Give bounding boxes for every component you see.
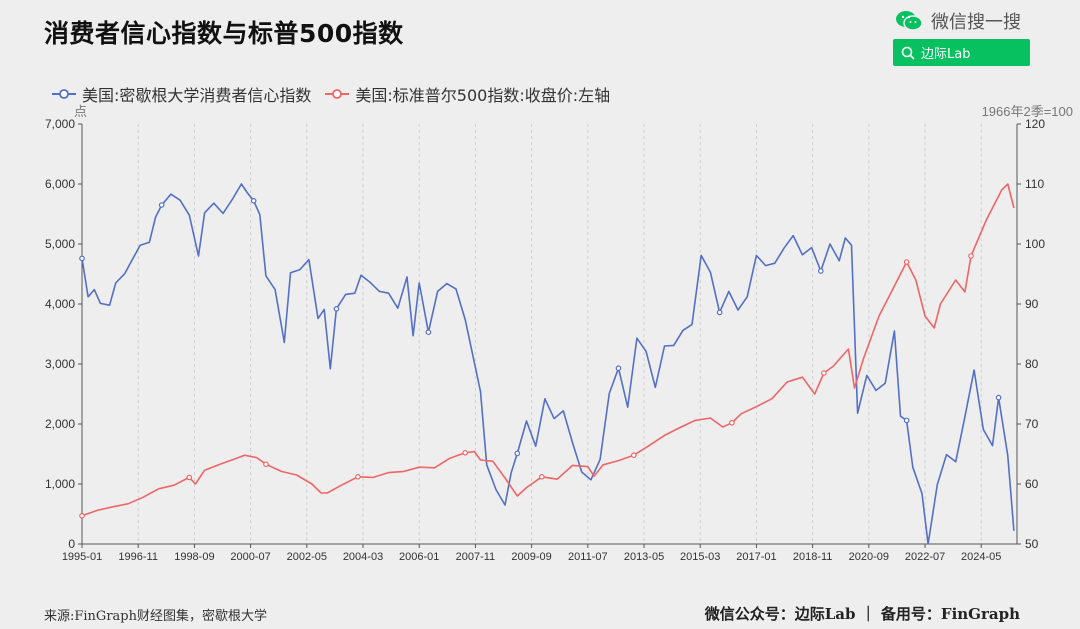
right-tick-label: 110 xyxy=(1025,177,1044,191)
search-button-label: 边际Lab xyxy=(921,47,971,62)
right-axis-unit: 1966年2季=100 xyxy=(982,104,1073,119)
wechat-search-button[interactable]: 边际Lab xyxy=(893,39,1030,66)
x-tick-label: 2000-07 xyxy=(230,551,270,563)
right-tick-label: 50 xyxy=(1025,537,1039,551)
series-point-1 xyxy=(263,461,269,468)
series-point-0 xyxy=(250,198,257,204)
right-tick-label: 70 xyxy=(1025,417,1039,431)
series-point-0 xyxy=(818,268,824,274)
x-tick-label: 2009-09 xyxy=(511,551,551,563)
chart-legend: 美国:密歇根大学消费者信心指数 美国:标准普尔500指数:收盘价:左轴 xyxy=(52,82,610,106)
page-title: 消费者信心指数与标普500指数 xyxy=(44,19,404,48)
series-point-1 xyxy=(968,253,974,259)
x-tick-label: 2004-03 xyxy=(343,551,383,563)
x-tick-label: 1998-09 xyxy=(174,551,214,563)
legend-item-consumer-sentiment[interactable]: 美国:密歇根大学消费者信心指数 xyxy=(52,82,311,106)
right-tick-label: 100 xyxy=(1025,237,1045,251)
legend-marker-red xyxy=(325,89,350,99)
right-tick-label: 120 xyxy=(1025,117,1045,131)
series-point-1 xyxy=(186,474,193,481)
legend-label-consumer-sentiment: 美国:密歇根大学消费者信心指数 xyxy=(82,86,312,105)
x-tick-label: 2013-05 xyxy=(624,551,664,563)
series-point-1 xyxy=(539,473,545,480)
right-tick-label: 80 xyxy=(1025,357,1039,371)
left-axis-unit: 点 xyxy=(74,104,87,119)
series-point-0 xyxy=(333,305,340,312)
right-tick-label: 90 xyxy=(1025,297,1039,311)
x-tick-label: 2020-09 xyxy=(849,551,889,563)
legend-item-sp500[interactable]: 美国:标准普尔500指数:收盘价:左轴 xyxy=(325,82,610,106)
left-tick-label: 2,000 xyxy=(45,417,75,431)
wechat-search-label: 微信搜一搜 xyxy=(931,12,1021,33)
publisher-note: 微信公众号：边际Lab ｜ 备用号：FinGraph xyxy=(704,605,1020,623)
series-line-0 xyxy=(81,183,1015,545)
wechat-icon xyxy=(896,11,923,31)
source-note: 来源:FinGraph财经图集，密歇根大学 xyxy=(44,609,267,624)
right-tick-label: 60 xyxy=(1025,477,1039,491)
series-point-1 xyxy=(355,473,361,480)
search-icon xyxy=(901,46,915,60)
left-tick-label: 4,000 xyxy=(45,297,75,311)
series-point-1 xyxy=(79,512,85,519)
series-point-1 xyxy=(462,449,468,456)
x-tick-label: 2007-11 xyxy=(456,551,496,563)
series-line-1 xyxy=(81,183,1015,517)
x-tick-label: 2017-01 xyxy=(736,551,776,563)
series-point-1 xyxy=(631,452,637,459)
series-point-1 xyxy=(903,259,910,265)
x-tick-label: 2024-05 xyxy=(961,551,1001,563)
x-tick-label: 2018-11 xyxy=(793,551,833,563)
series-point-0 xyxy=(615,365,622,372)
left-tick-label: 6,000 xyxy=(45,177,75,191)
series-point-0 xyxy=(903,417,910,424)
x-tick-label: 2006-01 xyxy=(399,551,439,563)
chart-axes: 1995-01 1996-11 1998-09 2000-07 2002-05 2004-… xyxy=(45,117,1045,563)
legend-label-sp500: 美国:标准普尔500指数:收盘价:左轴 xyxy=(355,86,611,105)
left-tick-label: 3,000 xyxy=(45,357,75,371)
series-point-0 xyxy=(425,329,432,336)
x-tick-label: 2015-03 xyxy=(680,551,720,563)
left-tick-label: 5,000 xyxy=(45,237,75,251)
chart-series xyxy=(79,183,1015,545)
wechat-search-brand: 微信搜一搜 xyxy=(895,8,1021,34)
series-point-0 xyxy=(158,202,165,208)
left-tick-label: 0 xyxy=(68,537,75,551)
series-point-0 xyxy=(514,450,521,457)
x-tick-label: 2022-07 xyxy=(905,551,945,563)
x-tick-label: 2002-05 xyxy=(287,551,327,563)
series-point-1 xyxy=(821,370,827,376)
x-tick-label: 2011-07 xyxy=(568,551,608,563)
legend-marker-blue xyxy=(52,89,76,99)
x-tick-label: 1995-01 xyxy=(62,551,102,563)
series-point-0 xyxy=(995,394,1002,401)
left-tick-label: 7,000 xyxy=(45,117,75,131)
chart-grid xyxy=(137,124,982,544)
series-point-0 xyxy=(716,309,723,316)
left-tick-label: 1,000 xyxy=(45,477,75,491)
series-point-1 xyxy=(729,419,735,426)
x-tick-label: 1996-11 xyxy=(118,551,158,563)
series-point-0 xyxy=(79,255,85,262)
